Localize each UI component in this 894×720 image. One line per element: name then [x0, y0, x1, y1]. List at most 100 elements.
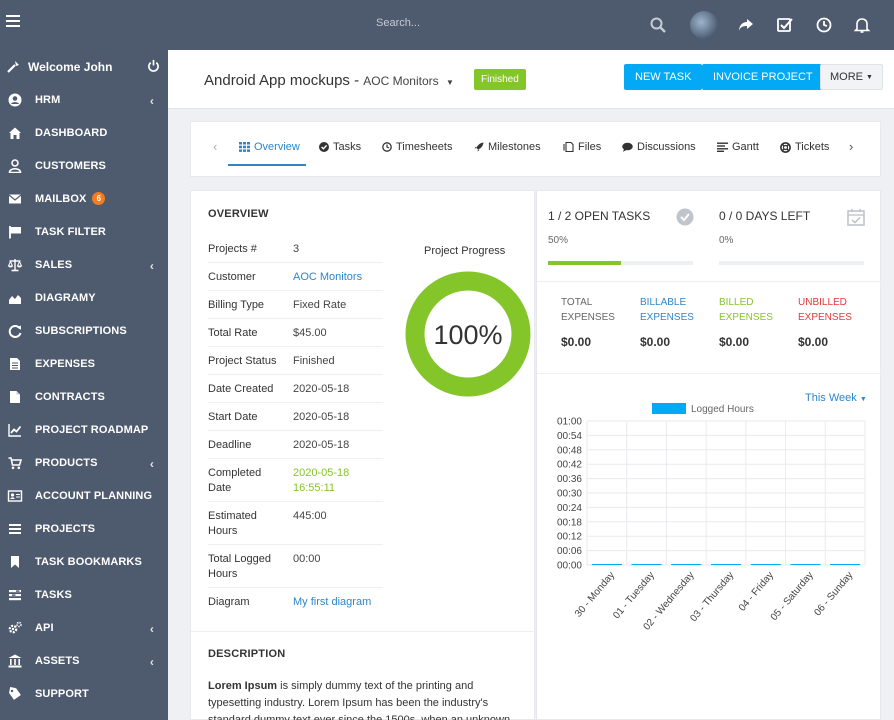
tab-label: Overview — [254, 141, 300, 153]
sidebar-item-expenses[interactable]: EXPENSES — [0, 347, 168, 380]
sidebar-item-task-filter[interactable]: TASK FILTER — [0, 215, 168, 248]
overview-row-completed-date: Completed Date 2020-05-18 16:55:11 — [208, 459, 383, 502]
field-label: Deadline — [208, 439, 252, 451]
sidebar-item-sales[interactable]: SALES ‹ — [0, 248, 168, 281]
total-expenses-label: TOTAL EXPENSES — [561, 297, 615, 323]
sidebar-item-customers[interactable]: CUSTOMERS — [0, 149, 168, 182]
field-label: Completed Date — [208, 467, 262, 494]
overview-row-deadline: Deadline 2020-05-18 — [208, 431, 383, 459]
sidebar-item-diagramy[interactable]: DIAGRAMY — [0, 281, 168, 314]
sidebar-item-tasks[interactable]: TASKS — [0, 578, 168, 611]
days-left-percent: 0% — [719, 235, 734, 246]
sidebar-item-label: TASKS — [35, 588, 72, 601]
active-tab-indicator — [228, 164, 306, 166]
overview-row-total-logged-hours: Total Logged Hours 00:00 — [208, 545, 383, 588]
sidebar-item-label: EXPENSES — [35, 357, 96, 370]
sidebar-item-assets[interactable]: ASSETS ‹ — [0, 644, 168, 677]
refresh-icon — [8, 324, 22, 338]
days-left-progress-bar — [719, 261, 864, 265]
th-icon — [239, 142, 250, 152]
sidebar-item-account-planning[interactable]: ACCOUNT PLANNING — [0, 479, 168, 512]
page-title: Android App mockups - AOC Monitors ▼ — [204, 72, 454, 89]
tabs-scroll-right-icon[interactable]: › — [849, 139, 854, 154]
field-label: Project Status — [208, 355, 277, 367]
sidebar-item-hrm[interactable]: HRM ‹ — [0, 83, 168, 116]
wand-icon — [7, 60, 19, 73]
description-title: DESCRIPTION — [208, 648, 286, 660]
avatar[interactable] — [690, 11, 718, 39]
tab-overview[interactable]: Overview — [239, 141, 300, 153]
clock-icon[interactable] — [815, 16, 833, 34]
bank-icon — [8, 654, 22, 667]
user-icon — [8, 158, 22, 173]
invoice-project-button[interactable]: INVOICE PROJECT — [702, 64, 824, 90]
search-icon[interactable] — [650, 17, 666, 33]
sidebar-item-task-bookmarks[interactable]: TASK BOOKMARKS — [0, 545, 168, 578]
bell-icon[interactable] — [853, 16, 871, 34]
new-task-button[interactable]: NEW TASK — [624, 64, 703, 90]
field-label: Estimated Hours — [208, 510, 257, 537]
more-button[interactable]: MORE ▼ — [820, 64, 883, 90]
power-icon[interactable] — [147, 59, 160, 72]
bar — [750, 564, 781, 565]
field-label: Projects # — [208, 243, 257, 255]
sidebar-item-projects[interactable]: PROJECTS — [0, 512, 168, 545]
sidebar-item-label: CUSTOMERS — [35, 159, 106, 172]
sidebar-item-products[interactable]: PRODUCTS ‹ — [0, 446, 168, 479]
overview-row-diagram: Diagram My first diagram — [208, 588, 383, 616]
tab-files[interactable]: Files — [563, 141, 601, 153]
search-input[interactable]: Search... — [376, 17, 421, 29]
tab-label: Files — [578, 141, 602, 153]
overview-row-project-status: Project Status Finished — [208, 347, 383, 375]
menu-icon[interactable] — [6, 15, 20, 29]
bookmark-icon — [11, 555, 19, 568]
tab-discussions[interactable]: Discussions — [622, 141, 696, 153]
field-value[interactable]: My first diagram — [293, 596, 372, 608]
sidebar-item-api[interactable]: API ‹ — [0, 611, 168, 644]
period-dropdown[interactable]: This Week ▼ — [805, 392, 867, 404]
sidebar-item-contracts[interactable]: CONTRACTS — [0, 380, 168, 413]
sidebar-item-label: TASK BOOKMARKS — [35, 555, 142, 568]
x-tick-label: 04 - Friday — [737, 570, 776, 614]
cogs-icon — [8, 621, 22, 633]
open-tasks-progress-bar — [548, 261, 693, 265]
sidebar-item-dashboard[interactable]: DASHBOARD — [0, 116, 168, 149]
overview-row-total-rate: Total Rate $45.00 — [208, 319, 383, 347]
description-body: is simply dummy text of the printing and… — [208, 680, 511, 720]
unbilled-expenses-value: $0.00 — [798, 335, 829, 349]
y-tick-label: 00:12 — [557, 532, 582, 543]
sidebar-item-support[interactable]: SUPPORT — [0, 677, 168, 710]
tab-gantt[interactable]: Gantt — [717, 141, 759, 153]
calendar-check-icon — [847, 209, 865, 226]
project-header: Android App mockups - AOC Monitors ▼ Fin… — [168, 50, 894, 109]
sidebar-item-label: TASK FILTER — [35, 225, 106, 238]
sidebar-item-label: SALES — [35, 258, 73, 271]
tab-milestones[interactable]: Milestones — [474, 141, 541, 153]
sidebar-item-mailbox[interactable]: MAILBOX 6 — [0, 182, 168, 215]
sidebar-item-project-roadmap[interactable]: PROJECT ROADMAP — [0, 413, 168, 446]
chevron-left-icon: ‹ — [149, 655, 154, 669]
open-tasks-progress-fill — [548, 261, 621, 265]
billed-expenses-value: $0.00 — [719, 335, 750, 349]
tab-timesheets[interactable]: Timesheets — [382, 141, 452, 153]
welcome-text: Welcome John — [28, 59, 113, 74]
customer-select[interactable]: AOC Monitors ▼ — [363, 74, 454, 88]
comment-icon — [622, 142, 633, 152]
tab-label: Discussions — [637, 141, 696, 153]
field-value[interactable]: AOC Monitors — [293, 271, 363, 283]
field-label: Date Created — [208, 383, 274, 395]
sidebar-item-label: API — [35, 621, 54, 634]
status-badge: Finished — [474, 69, 526, 90]
tab-tickets[interactable]: Tickets — [780, 141, 829, 153]
divider — [537, 373, 882, 374]
sidebar-item-subscriptions[interactable]: SUBSCRIPTIONS — [0, 314, 168, 347]
tabs-scroll-left-icon[interactable]: ‹ — [213, 139, 218, 154]
bar — [671, 564, 702, 565]
tab-tasks[interactable]: Tasks — [319, 141, 361, 153]
field-value: Fixed Rate — [293, 299, 347, 311]
field-label: Total Rate — [208, 327, 258, 339]
caret-down-icon: ▼ — [866, 73, 873, 81]
check-square-icon[interactable] — [776, 16, 794, 34]
share-icon[interactable] — [737, 16, 755, 34]
align-left-icon — [717, 142, 728, 152]
